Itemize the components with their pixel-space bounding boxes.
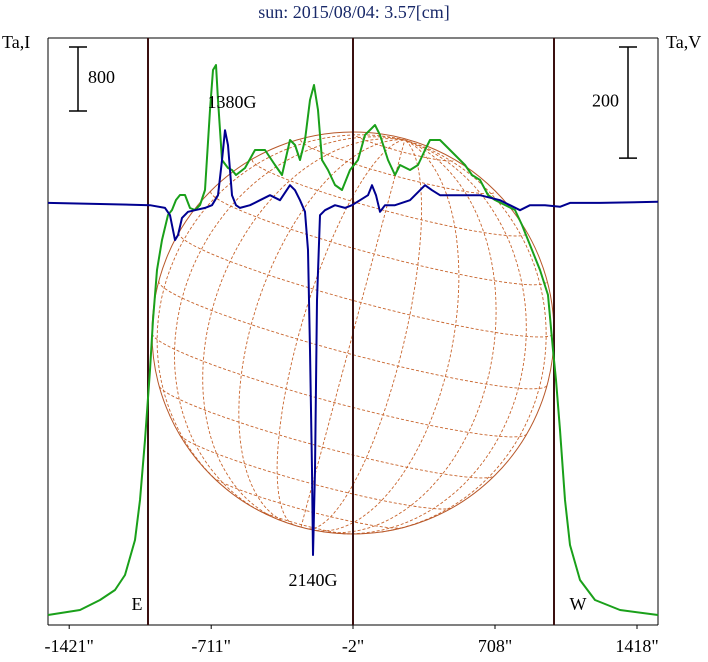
plot-area: -1421" -711" -2" 708" 1418" 800 200 1380G 2140G E… [45, 37, 659, 656]
sun-grid-line [308, 139, 423, 530]
y-axis-label: Ta,I [2, 32, 30, 52]
sun-grid-line [322, 139, 497, 534]
sun-grid-line [151, 333, 527, 438]
sun-grid-line [202, 138, 405, 521]
scale-bar-label: 800 [88, 67, 115, 87]
sun-grid-line [336, 139, 527, 535]
annotation: W [570, 594, 587, 614]
annotation: 1380G [208, 92, 257, 112]
sun-grid-line [316, 139, 460, 532]
sun-grid-line [276, 139, 405, 526]
annotation: E [132, 594, 143, 614]
sun-grid-line [159, 386, 495, 479]
x-tick-label: -711" [191, 636, 231, 656]
y2-axis-label: Ta,V [666, 32, 701, 52]
sun-grid-line [381, 139, 547, 533]
series-line [47, 129, 659, 556]
x-tick-label: 1418" [615, 636, 658, 656]
chart-title: sun: 2015/08/04: 3.57[cm] [258, 2, 450, 22]
x-tick-label: 708" [478, 636, 512, 656]
series-line [47, 64, 659, 616]
x-tick-label: -2" [342, 636, 364, 656]
sun-grid-line [156, 134, 405, 492]
sun-grid-line [174, 136, 405, 516]
sun-grid-line [251, 159, 528, 237]
sun-grid-line [352, 133, 454, 162]
scale-bar-label: 200 [592, 91, 619, 111]
annotation: 2140G [289, 570, 338, 590]
sun-grid-line [238, 139, 405, 523]
x-tick-label: -1421" [45, 636, 94, 656]
